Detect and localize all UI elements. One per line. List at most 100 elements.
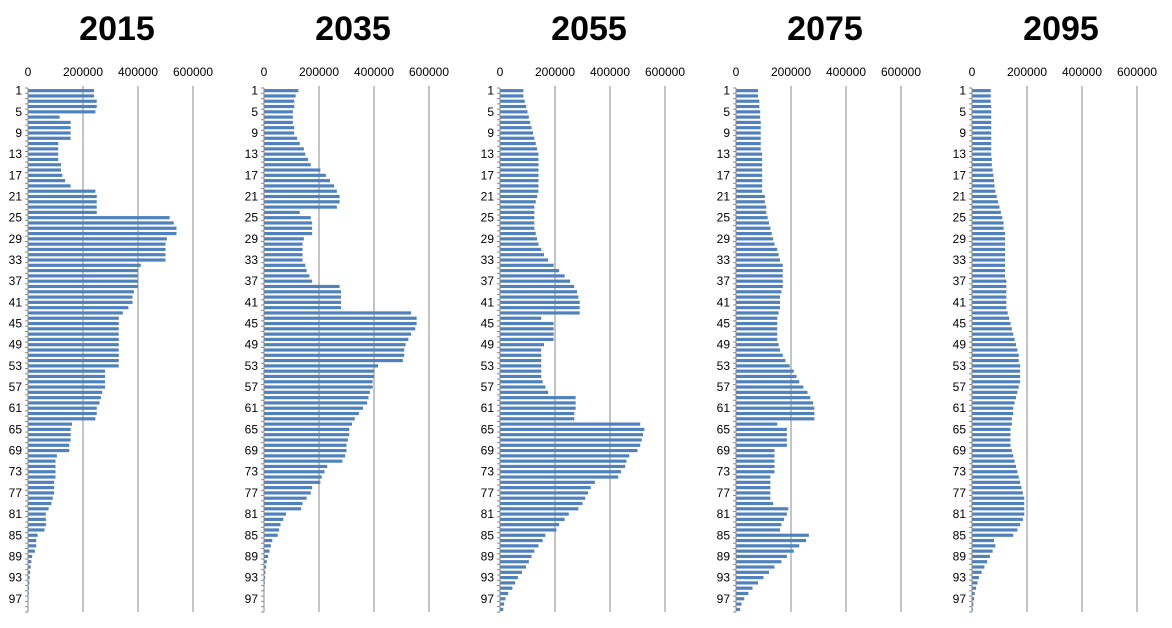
bar [736,486,771,490]
y-tick-label: 29 [245,232,259,246]
y-tick-label: 57 [245,380,259,394]
bar [736,602,742,606]
chart-title: 2095 [1023,10,1099,48]
bar [264,216,311,220]
bar [28,427,71,431]
bar [736,507,789,511]
bar [264,496,307,500]
bar [28,560,32,564]
bar [500,231,536,236]
bar [28,470,56,474]
bar [264,438,348,442]
y-tick-label: 57 [953,380,967,394]
y-tick-label: 61 [717,401,731,415]
bar [972,385,1019,389]
bar [28,173,63,177]
bar [972,374,1021,379]
bar [500,115,529,119]
bar [500,576,518,580]
bar [736,496,771,500]
bar [28,533,38,537]
bar [28,263,141,267]
bar [972,231,1005,236]
bar [264,226,313,230]
bar [28,459,56,463]
chart-title: 2055 [551,10,627,48]
bar [736,274,783,278]
bar [736,517,785,521]
bar [264,332,412,336]
bar [264,501,303,506]
bar [264,528,280,532]
bar [736,475,771,479]
chart-title: 2015 [79,10,155,48]
bar [264,411,359,416]
bar [28,306,129,310]
bar [264,136,297,140]
bar [972,110,992,114]
bar [264,538,273,543]
bar [264,184,335,188]
bar [500,353,542,357]
y-tick-label: 33 [717,253,731,267]
y-tick-label: 33 [9,253,23,267]
bar [28,523,46,527]
bar [972,454,1014,458]
bar [972,570,982,574]
bar [28,570,31,574]
bar [28,168,61,172]
y-tick-label: 37 [245,274,259,288]
bar [28,210,97,214]
bar [736,200,765,204]
bar [28,131,71,135]
y-tick-label: 65 [717,422,731,436]
bar [500,433,643,437]
bar [736,332,778,336]
bar [264,168,321,172]
y-tick-label: 25 [481,211,495,225]
bar [264,507,302,511]
bar [972,565,985,569]
bar [736,157,763,162]
bar [28,343,119,347]
bar [972,269,1005,273]
bar [28,528,45,532]
bar [500,189,539,193]
y-tick-label: 9 [723,126,730,140]
bar [736,576,764,580]
bar [972,560,988,564]
bar [500,290,577,294]
bar [972,411,1014,416]
y-tick-label: 17 [245,168,259,182]
y-tick-label: 93 [717,571,731,585]
y-tick-label: 53 [953,359,967,373]
y-tick-label: 5 [723,105,730,119]
bar [264,459,343,463]
bar [28,136,71,140]
y-tick-label: 21 [953,190,967,204]
bar [500,417,575,421]
bar [736,390,808,394]
bar [28,401,100,405]
bar [736,136,761,140]
bar [500,501,583,506]
bar [736,417,815,421]
bar [736,512,787,516]
bar [972,597,975,601]
bar [28,406,97,410]
bar [28,126,71,130]
y-tick-label: 17 [717,168,731,182]
bar [736,94,758,98]
y-tick-label: 45 [9,317,23,331]
x-tick-label: 200000 [535,65,575,79]
y-tick-label: 53 [9,359,23,373]
bar [972,152,992,156]
chart-plot-2015: 0 200000 400000 600000 1 5 9 13 17 21 25 29 33 37 41 45… [9,65,213,613]
bar [28,454,57,458]
y-tick-label: 45 [481,317,495,331]
bar [264,327,416,331]
bar [264,512,286,516]
bar [736,570,769,574]
bar [500,99,525,103]
bar [28,226,177,230]
